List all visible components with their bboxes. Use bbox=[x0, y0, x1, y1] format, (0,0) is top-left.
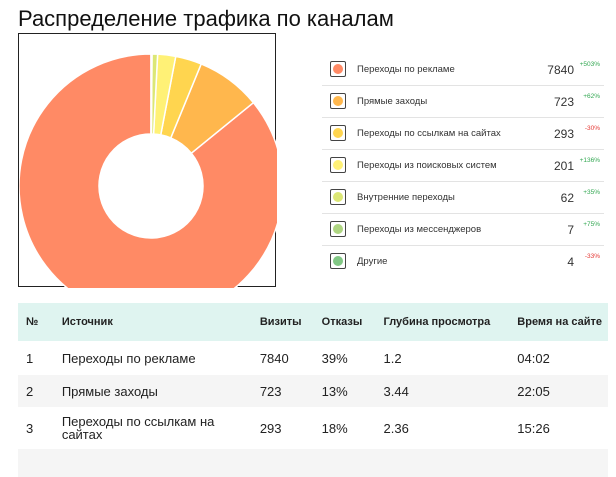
cell-time: 15:26 bbox=[511, 407, 608, 449]
legend-item[interactable]: Переходы по рекламе 7840 +503% bbox=[322, 54, 604, 86]
legend-value: 293 bbox=[554, 127, 574, 141]
legend-swatch[interactable] bbox=[330, 221, 346, 237]
cell-bounces: 13% bbox=[316, 375, 378, 407]
traffic-table: № Источник Визиты Отказы Глубина просмот… bbox=[18, 303, 608, 477]
cell-num bbox=[18, 449, 56, 477]
table-row[interactable]: 2 Прямые заходы 723 13% 3.44 22:05 bbox=[18, 375, 608, 407]
legend-label: Переходы из поисковых систем bbox=[357, 160, 497, 171]
table-row[interactable] bbox=[18, 449, 608, 477]
legend-delta: +62% bbox=[583, 93, 600, 100]
column-header-bounces[interactable]: Отказы bbox=[316, 303, 378, 341]
table-row[interactable]: 3 Переходы по ссылкам на сайтах 293 18% … bbox=[18, 407, 608, 449]
legend-label: Переходы по рекламе bbox=[357, 64, 455, 75]
color-dot-icon bbox=[333, 128, 343, 138]
cell-num: 3 bbox=[18, 407, 56, 449]
legend-delta: -33% bbox=[585, 253, 600, 260]
legend-value: 4 bbox=[567, 255, 574, 269]
legend-item[interactable]: Переходы из поисковых систем 201 +136% bbox=[322, 150, 604, 182]
legend-swatch[interactable] bbox=[330, 61, 346, 77]
legend-swatch[interactable] bbox=[330, 125, 346, 141]
legend-value: 7 bbox=[567, 223, 574, 237]
cell-depth bbox=[378, 449, 512, 477]
cell-time bbox=[511, 449, 608, 477]
cell-source: Прямые заходы bbox=[56, 375, 254, 407]
cell-visits bbox=[254, 449, 316, 477]
color-dot-icon bbox=[333, 256, 343, 266]
legend-delta: +75% bbox=[583, 221, 600, 228]
column-header-source[interactable]: Источник bbox=[56, 303, 254, 341]
legend-value: 62 bbox=[561, 191, 574, 205]
donut-svg bbox=[19, 34, 277, 288]
legend-swatch[interactable] bbox=[330, 253, 346, 269]
chart-legend: Переходы по рекламе 7840 +503% Прямые за… bbox=[322, 54, 604, 278]
color-dot-icon bbox=[333, 96, 343, 106]
legend-label: Переходы из мессенджеров bbox=[357, 224, 481, 235]
cell-visits: 723 bbox=[254, 375, 316, 407]
table-row[interactable]: 1 Переходы по рекламе 7840 39% 1.2 04:02 bbox=[18, 341, 608, 375]
cell-num: 2 bbox=[18, 375, 56, 407]
legend-value: 201 bbox=[554, 159, 574, 173]
color-dot-icon bbox=[333, 192, 343, 202]
legend-swatch[interactable] bbox=[330, 93, 346, 109]
legend-item[interactable]: Переходы из мессенджеров 7 +75% bbox=[322, 214, 604, 246]
column-header-depth[interactable]: Глубина просмотра bbox=[378, 303, 512, 341]
color-dot-icon bbox=[333, 64, 343, 74]
legend-item[interactable]: Другие 4 -33% bbox=[322, 246, 604, 278]
cell-source: Переходы по ссылкам на сайтах bbox=[56, 407, 254, 449]
cell-depth: 1.2 bbox=[378, 341, 512, 375]
traffic-donut-chart bbox=[18, 33, 276, 287]
color-dot-icon bbox=[333, 160, 343, 170]
column-header-num[interactable]: № bbox=[18, 303, 56, 341]
legend-label: Прямые заходы bbox=[357, 96, 427, 107]
cell-bounces bbox=[316, 449, 378, 477]
legend-delta: +503% bbox=[580, 61, 600, 68]
cell-depth: 3.44 bbox=[378, 375, 512, 407]
cell-time: 04:02 bbox=[511, 341, 608, 375]
legend-value: 723 bbox=[554, 95, 574, 109]
legend-swatch[interactable] bbox=[330, 157, 346, 173]
cell-bounces: 39% bbox=[316, 341, 378, 375]
cell-bounces: 18% bbox=[316, 407, 378, 449]
cell-visits: 7840 bbox=[254, 341, 316, 375]
column-header-visits[interactable]: Визиты bbox=[254, 303, 316, 341]
table-header-row: № Источник Визиты Отказы Глубина просмот… bbox=[18, 303, 608, 341]
legend-label: Другие bbox=[357, 256, 387, 267]
legend-item[interactable]: Внутренние переходы 62 +35% bbox=[322, 182, 604, 214]
cell-visits: 293 bbox=[254, 407, 316, 449]
legend-label: Внутренние переходы bbox=[357, 192, 455, 203]
cell-source: Переходы по рекламе bbox=[56, 341, 254, 375]
legend-value: 7840 bbox=[547, 63, 574, 77]
legend-item[interactable]: Переходы по ссылкам на сайтах 293 -30% bbox=[322, 118, 604, 150]
color-dot-icon bbox=[333, 224, 343, 234]
cell-time: 22:05 bbox=[511, 375, 608, 407]
legend-label: Переходы по ссылкам на сайтах bbox=[357, 128, 501, 139]
legend-delta: -30% bbox=[585, 125, 600, 132]
page-title: Распределение трафика по каналам bbox=[18, 6, 394, 32]
column-header-time[interactable]: Время на сайте bbox=[511, 303, 608, 341]
cell-num: 1 bbox=[18, 341, 56, 375]
cell-source bbox=[56, 449, 254, 477]
legend-delta: +136% bbox=[580, 157, 600, 164]
legend-item[interactable]: Прямые заходы 723 +62% bbox=[322, 86, 604, 118]
legend-swatch[interactable] bbox=[330, 189, 346, 205]
legend-delta: +35% bbox=[583, 189, 600, 196]
cell-depth: 2.36 bbox=[378, 407, 512, 449]
